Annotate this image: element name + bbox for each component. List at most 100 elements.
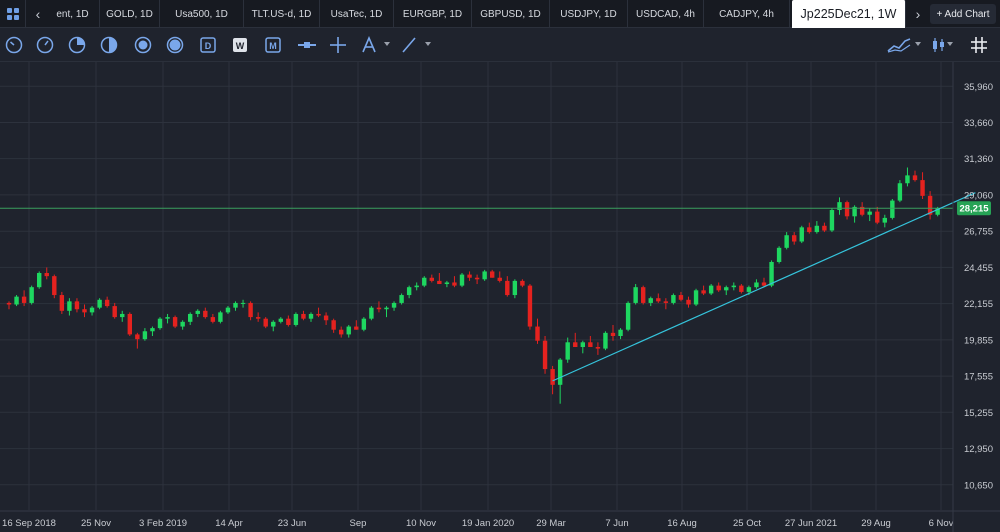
pie-tool[interactable]: [66, 34, 88, 56]
trendline-tool[interactable]: [398, 34, 420, 56]
chart-type-button[interactable]: [928, 34, 950, 56]
tab-7[interactable]: GBPUSD, 1D: [472, 0, 550, 28]
tab-1[interactable]: ent, 1D: [46, 0, 100, 28]
candle-down: [429, 277, 434, 281]
gauge-tool[interactable]: [3, 34, 25, 56]
candle-up: [769, 261, 774, 286]
candle-down: [210, 317, 216, 322]
candle-up: [784, 235, 789, 248]
candle-up: [444, 282, 450, 285]
candle-up: [633, 287, 638, 303]
tab-scroll-left-button[interactable]: ‹: [30, 0, 46, 28]
candle-down: [248, 302, 253, 318]
chevron-down-icon[interactable]: [383, 40, 391, 48]
candle-down: [74, 301, 80, 310]
candle-down: [701, 290, 706, 294]
tab-8[interactable]: USDJPY, 1D: [550, 0, 628, 28]
x-tick-label: 29 Aug: [861, 518, 891, 529]
tab-scroll-right-button[interactable]: ›: [910, 0, 926, 28]
drawing-toolbar: D W M: [0, 29, 1000, 62]
coin-filled-icon: [166, 36, 184, 54]
candle-down: [323, 315, 329, 321]
candle-down: [807, 227, 812, 233]
x-tick-label: 29 Mar: [536, 518, 566, 529]
candle-up: [399, 295, 404, 303]
horizontal-line-tool[interactable]: [296, 34, 318, 56]
candle-up: [29, 287, 34, 303]
candle-down: [686, 299, 691, 305]
candle-up: [293, 313, 299, 325]
candle-down: [859, 206, 865, 215]
candle-down: [44, 273, 49, 277]
trendline-icon: [402, 37, 416, 53]
tab-6[interactable]: EURGBP, 1D: [394, 0, 472, 28]
chevron-down-icon[interactable]: [946, 40, 954, 48]
candle-up: [150, 328, 155, 332]
half-circle-tool[interactable]: [98, 34, 120, 56]
coin-filled-tool[interactable]: [164, 34, 186, 56]
add-chart-button[interactable]: + Add Chart: [930, 4, 996, 24]
candle-up: [459, 274, 465, 286]
candle-up: [346, 326, 351, 335]
candle-down: [535, 326, 540, 341]
candle-up: [731, 285, 736, 288]
candle-up: [188, 313, 193, 322]
daily-period-tool[interactable]: D: [197, 34, 219, 56]
tab-10[interactable]: CADJPY, 4h: [704, 0, 790, 28]
coin-icon: [134, 36, 152, 54]
monthly-period-tool[interactable]: M: [262, 34, 284, 56]
price-chart[interactable]: 35,960 33,660 31,360 29,060 26,755 24,455 22,1…: [0, 62, 1000, 532]
weekly-period-tool[interactable]: W: [229, 34, 251, 56]
candle-up: [837, 202, 842, 211]
crosshair-tool[interactable]: [327, 34, 349, 56]
svg-text:D: D: [205, 41, 212, 51]
x-tick-label: 14 Apr: [215, 518, 242, 529]
x-tick-label: 7 Jun: [605, 518, 628, 529]
grid-toggle-button[interactable]: [968, 34, 990, 56]
coin-tool[interactable]: [132, 34, 154, 56]
chart-canvas[interactable]: 35,960 33,660 31,360 29,060 26,755 24,455 22,1…: [0, 62, 1000, 532]
candle-up: [557, 359, 563, 385]
layout-grid-button[interactable]: [0, 0, 26, 28]
tab-active-jp225[interactable]: Jp225Dec21, 1W: [792, 0, 906, 28]
y-tick-label: 19,855: [964, 335, 993, 346]
candles: [6, 167, 940, 404]
text-annotation-icon: [362, 36, 376, 53]
gauge-alt-tool[interactable]: [34, 34, 56, 56]
tab-5[interactable]: UsaTec, 1D: [320, 0, 394, 28]
tab-3[interactable]: Usa500, 1D: [160, 0, 244, 28]
text-annotation-tool[interactable]: [358, 34, 380, 56]
svg-text:W: W: [236, 41, 245, 51]
candle-up: [180, 321, 185, 327]
chevron-down-icon[interactable]: [914, 40, 922, 48]
d-calendar-icon: D: [200, 37, 216, 53]
candle-down: [550, 369, 555, 385]
x-tick-label: 23 Jun: [278, 518, 307, 529]
candle-up: [308, 313, 314, 319]
y-tick-label: 10,650: [964, 480, 993, 491]
candle-down: [822, 225, 827, 231]
chevron-left-icon: ‹: [35, 6, 41, 22]
x-tick-label: 16 Sep 2018: [2, 518, 56, 529]
tab-9[interactable]: USDCAD, 4h: [628, 0, 704, 28]
candle-down: [739, 285, 744, 292]
tab-2[interactable]: GOLD, 1D: [100, 0, 160, 28]
candle-down: [663, 301, 669, 303]
tab-4[interactable]: TLT.US-d, 1D: [244, 0, 320, 28]
y-tick-label: 33,660: [964, 118, 993, 129]
x-tick-label: 3 Feb 2019: [139, 518, 187, 529]
x-tick-label: 27 Jun 2021: [785, 518, 837, 529]
tab-label: USDJPY, 1D: [560, 8, 617, 20]
candle-down: [339, 329, 344, 335]
candle-up: [195, 310, 200, 314]
indicators-button[interactable]: [886, 34, 912, 56]
candle-up: [218, 312, 223, 322]
gauge-alt-icon: [36, 36, 54, 54]
chevron-down-icon[interactable]: [424, 40, 432, 48]
candle-down: [286, 318, 291, 325]
candle-down: [573, 342, 578, 348]
candle-down: [467, 274, 472, 278]
candle-down: [82, 309, 87, 313]
x-tick-label: 6 Nov: [929, 518, 954, 529]
candle-up: [233, 302, 238, 308]
